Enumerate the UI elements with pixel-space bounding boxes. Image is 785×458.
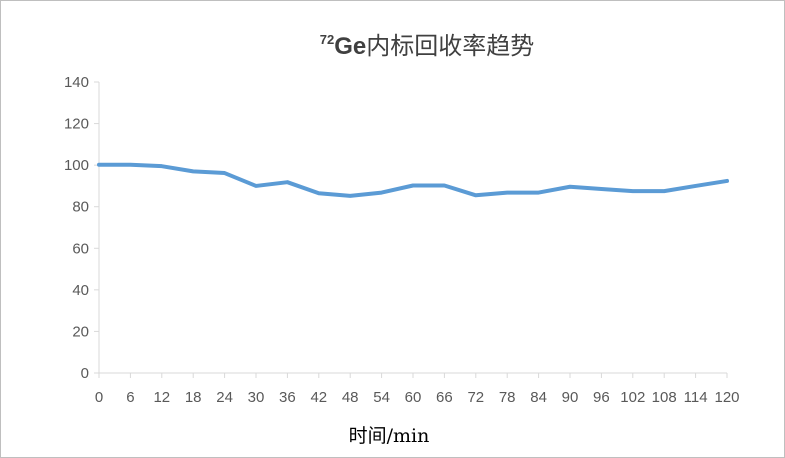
- x-tick-label: 72: [467, 389, 484, 406]
- series-layer: [97, 162, 729, 198]
- x-tick-label: 114: [684, 389, 708, 406]
- chart-title: 72Ge内标回收率趋势: [320, 32, 534, 60]
- x-tick-label: 84: [530, 389, 547, 406]
- x-axis: 0 6 12 18 24 30 36 42 48 54 60 66 72 78 84 90 96 102 108 11…: [95, 372, 740, 406]
- x-tick-label: 66: [436, 389, 453, 406]
- y-tick-label: 0: [81, 365, 89, 382]
- x-tick-label: 108: [652, 389, 677, 406]
- x-tick-label: 120: [714, 389, 739, 406]
- x-tick-label: 60: [405, 389, 422, 406]
- x-tick-label: 30: [248, 389, 265, 406]
- y-tick-label: 100: [64, 157, 89, 174]
- y-tick-label: 20: [72, 323, 89, 340]
- title-superscript: 72: [320, 32, 334, 47]
- x-tick-label: 18: [185, 389, 202, 406]
- y-axis: 0 20 40 60 80 100 120 140: [64, 74, 100, 382]
- x-tick-label: 6: [126, 389, 134, 406]
- x-tick-label: 102: [620, 389, 645, 406]
- y-tick-label: 80: [72, 199, 89, 216]
- x-tick-label: 0: [95, 389, 103, 406]
- x-tick-label: 24: [216, 389, 233, 406]
- x-tick-label: 12: [153, 389, 170, 406]
- y-tick-label: 120: [64, 116, 89, 133]
- y-tick-label: 40: [72, 282, 89, 299]
- x-tick-label: 42: [310, 389, 327, 406]
- x-tick-label: 36: [279, 389, 296, 406]
- x-tick-label: 90: [562, 389, 579, 406]
- x-tick-label: 54: [373, 389, 390, 406]
- x-axis-title: 时间/min: [349, 425, 430, 447]
- x-tick-label: 48: [342, 389, 359, 406]
- x-tick-label: 78: [499, 389, 516, 406]
- series-line: [97, 162, 729, 198]
- title-rest: 内标回收率趋势: [366, 32, 534, 60]
- y-tick-label: 60: [72, 240, 89, 257]
- y-tick-label: 140: [64, 74, 89, 91]
- title-element: Ge: [334, 33, 366, 60]
- x-tick-label: 96: [593, 389, 610, 406]
